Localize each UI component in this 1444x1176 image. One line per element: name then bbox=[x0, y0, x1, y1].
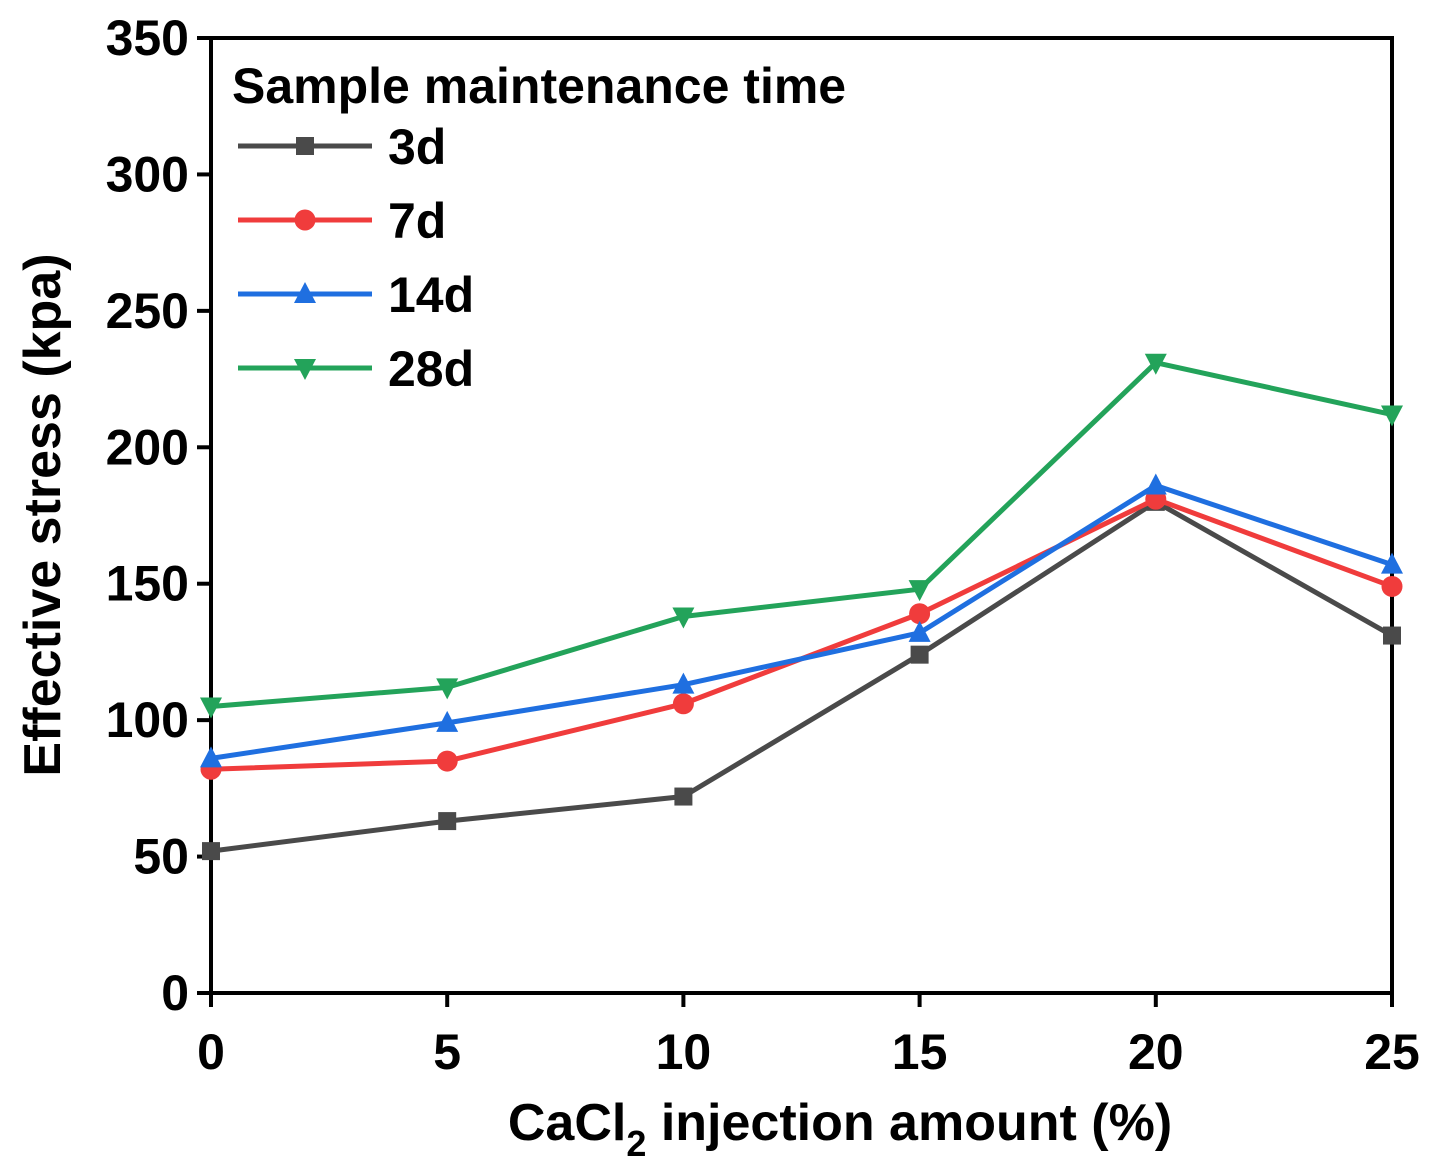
data-point-14d bbox=[436, 710, 459, 732]
data-point-28d bbox=[1381, 405, 1403, 427]
series-line-14d bbox=[210, 482, 1393, 761]
data-point-7d bbox=[436, 750, 458, 772]
data-point-3d bbox=[202, 842, 220, 861]
legend-label-14d: 14d bbox=[388, 267, 474, 323]
x-axis-label-suffix: injection amount (%) bbox=[646, 1094, 1172, 1152]
data-point-28d bbox=[1144, 353, 1167, 375]
legend-marker-28d bbox=[294, 359, 316, 380]
series-3d bbox=[202, 492, 1401, 861]
data-point-3d bbox=[910, 645, 929, 664]
legend-item-7d: 7d bbox=[238, 193, 446, 249]
series-7d bbox=[200, 488, 1403, 780]
legend-item-3d: 3d bbox=[238, 119, 446, 175]
data-point-3d bbox=[1383, 626, 1401, 645]
x-tick-label: 0 bbox=[197, 1024, 225, 1080]
legend: Sample maintenance time 3d 7d 14d 28d bbox=[232, 58, 846, 397]
legend-label-7d: 7d bbox=[388, 193, 446, 249]
x-tick-label: 20 bbox=[1128, 1024, 1184, 1080]
data-point-14d bbox=[1144, 473, 1167, 495]
y-tick-label: 350 bbox=[106, 10, 189, 66]
x-axis-label-subscript: 2 bbox=[626, 1123, 646, 1164]
data-point-28d bbox=[436, 678, 459, 700]
legend-title: Sample maintenance time bbox=[232, 58, 846, 114]
x-tick-label: 5 bbox=[433, 1024, 461, 1080]
series-line-7d bbox=[210, 496, 1393, 772]
data-point-14d bbox=[908, 620, 931, 642]
data-point-3d bbox=[438, 812, 457, 831]
axis-ticks: 0 50 100 150 200 250 300 350 0 5 10 15 20 25 bbox=[106, 10, 1420, 1080]
series-28d bbox=[200, 353, 1403, 719]
legend-label-28d: 28d bbox=[388, 341, 474, 397]
y-tick-label: 200 bbox=[106, 419, 189, 475]
legend-label-3d: 3d bbox=[388, 119, 446, 175]
data-point-28d bbox=[200, 697, 222, 719]
x-axis-label: CaCl2 injection amount (%) bbox=[508, 1094, 1172, 1164]
data-point-14d bbox=[200, 746, 222, 768]
data-point-7d bbox=[672, 693, 694, 715]
y-tick-label: 100 bbox=[106, 692, 189, 748]
y-tick-label: 50 bbox=[133, 829, 189, 885]
legend-item-14d: 14d bbox=[238, 267, 474, 323]
x-tick-label: 15 bbox=[892, 1024, 948, 1080]
data-point-7d bbox=[909, 603, 931, 625]
y-axis-label: Effective stress (kpa) bbox=[14, 253, 72, 776]
legend-marker-14d bbox=[294, 282, 316, 303]
series-14d bbox=[200, 473, 1403, 768]
y-tick-label: 150 bbox=[106, 556, 189, 612]
legend-item-28d: 28d bbox=[238, 341, 474, 397]
series-line-3d bbox=[210, 499, 1394, 854]
data-point-3d bbox=[674, 787, 693, 806]
y-tick-label: 0 bbox=[161, 965, 189, 1021]
data-point-14d bbox=[672, 672, 695, 694]
legend-marker-3d bbox=[296, 137, 314, 155]
series-line-28d bbox=[210, 360, 1393, 709]
x-axis-label-prefix: CaCl bbox=[508, 1094, 626, 1152]
series-layer bbox=[200, 353, 1403, 861]
data-point-14d bbox=[1381, 552, 1403, 574]
data-point-28d bbox=[908, 580, 931, 602]
data-point-7d bbox=[1381, 575, 1403, 597]
y-tick-label: 250 bbox=[106, 283, 189, 339]
plot-frame bbox=[209, 36, 1394, 995]
x-tick-label: 25 bbox=[1364, 1024, 1420, 1080]
data-point-28d bbox=[672, 607, 695, 629]
y-tick-label: 300 bbox=[106, 146, 189, 202]
legend-marker-7d bbox=[294, 209, 316, 231]
x-tick-label: 10 bbox=[656, 1024, 712, 1080]
